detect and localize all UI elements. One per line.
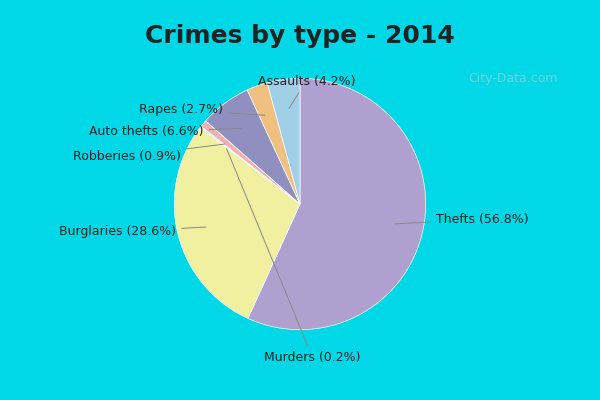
Text: Crimes by type - 2014: Crimes by type - 2014 bbox=[145, 24, 455, 48]
Text: Robberies (0.9%): Robberies (0.9%) bbox=[73, 144, 225, 163]
Wedge shape bbox=[206, 90, 300, 204]
Text: Burglaries (28.6%): Burglaries (28.6%) bbox=[59, 226, 206, 238]
Wedge shape bbox=[248, 78, 426, 330]
Wedge shape bbox=[201, 121, 300, 204]
Text: Assaults (4.2%): Assaults (4.2%) bbox=[257, 74, 355, 108]
Text: Rapes (2.7%): Rapes (2.7%) bbox=[139, 104, 265, 116]
Wedge shape bbox=[174, 128, 300, 318]
Text: Murders (0.2%): Murders (0.2%) bbox=[227, 149, 361, 364]
Wedge shape bbox=[247, 83, 300, 204]
Text: Auto thefts (6.6%): Auto thefts (6.6%) bbox=[89, 125, 241, 138]
Wedge shape bbox=[267, 78, 300, 204]
Text: Thefts (56.8%): Thefts (56.8%) bbox=[395, 213, 529, 226]
Wedge shape bbox=[200, 126, 300, 204]
Text: City-Data.com: City-Data.com bbox=[468, 72, 557, 85]
